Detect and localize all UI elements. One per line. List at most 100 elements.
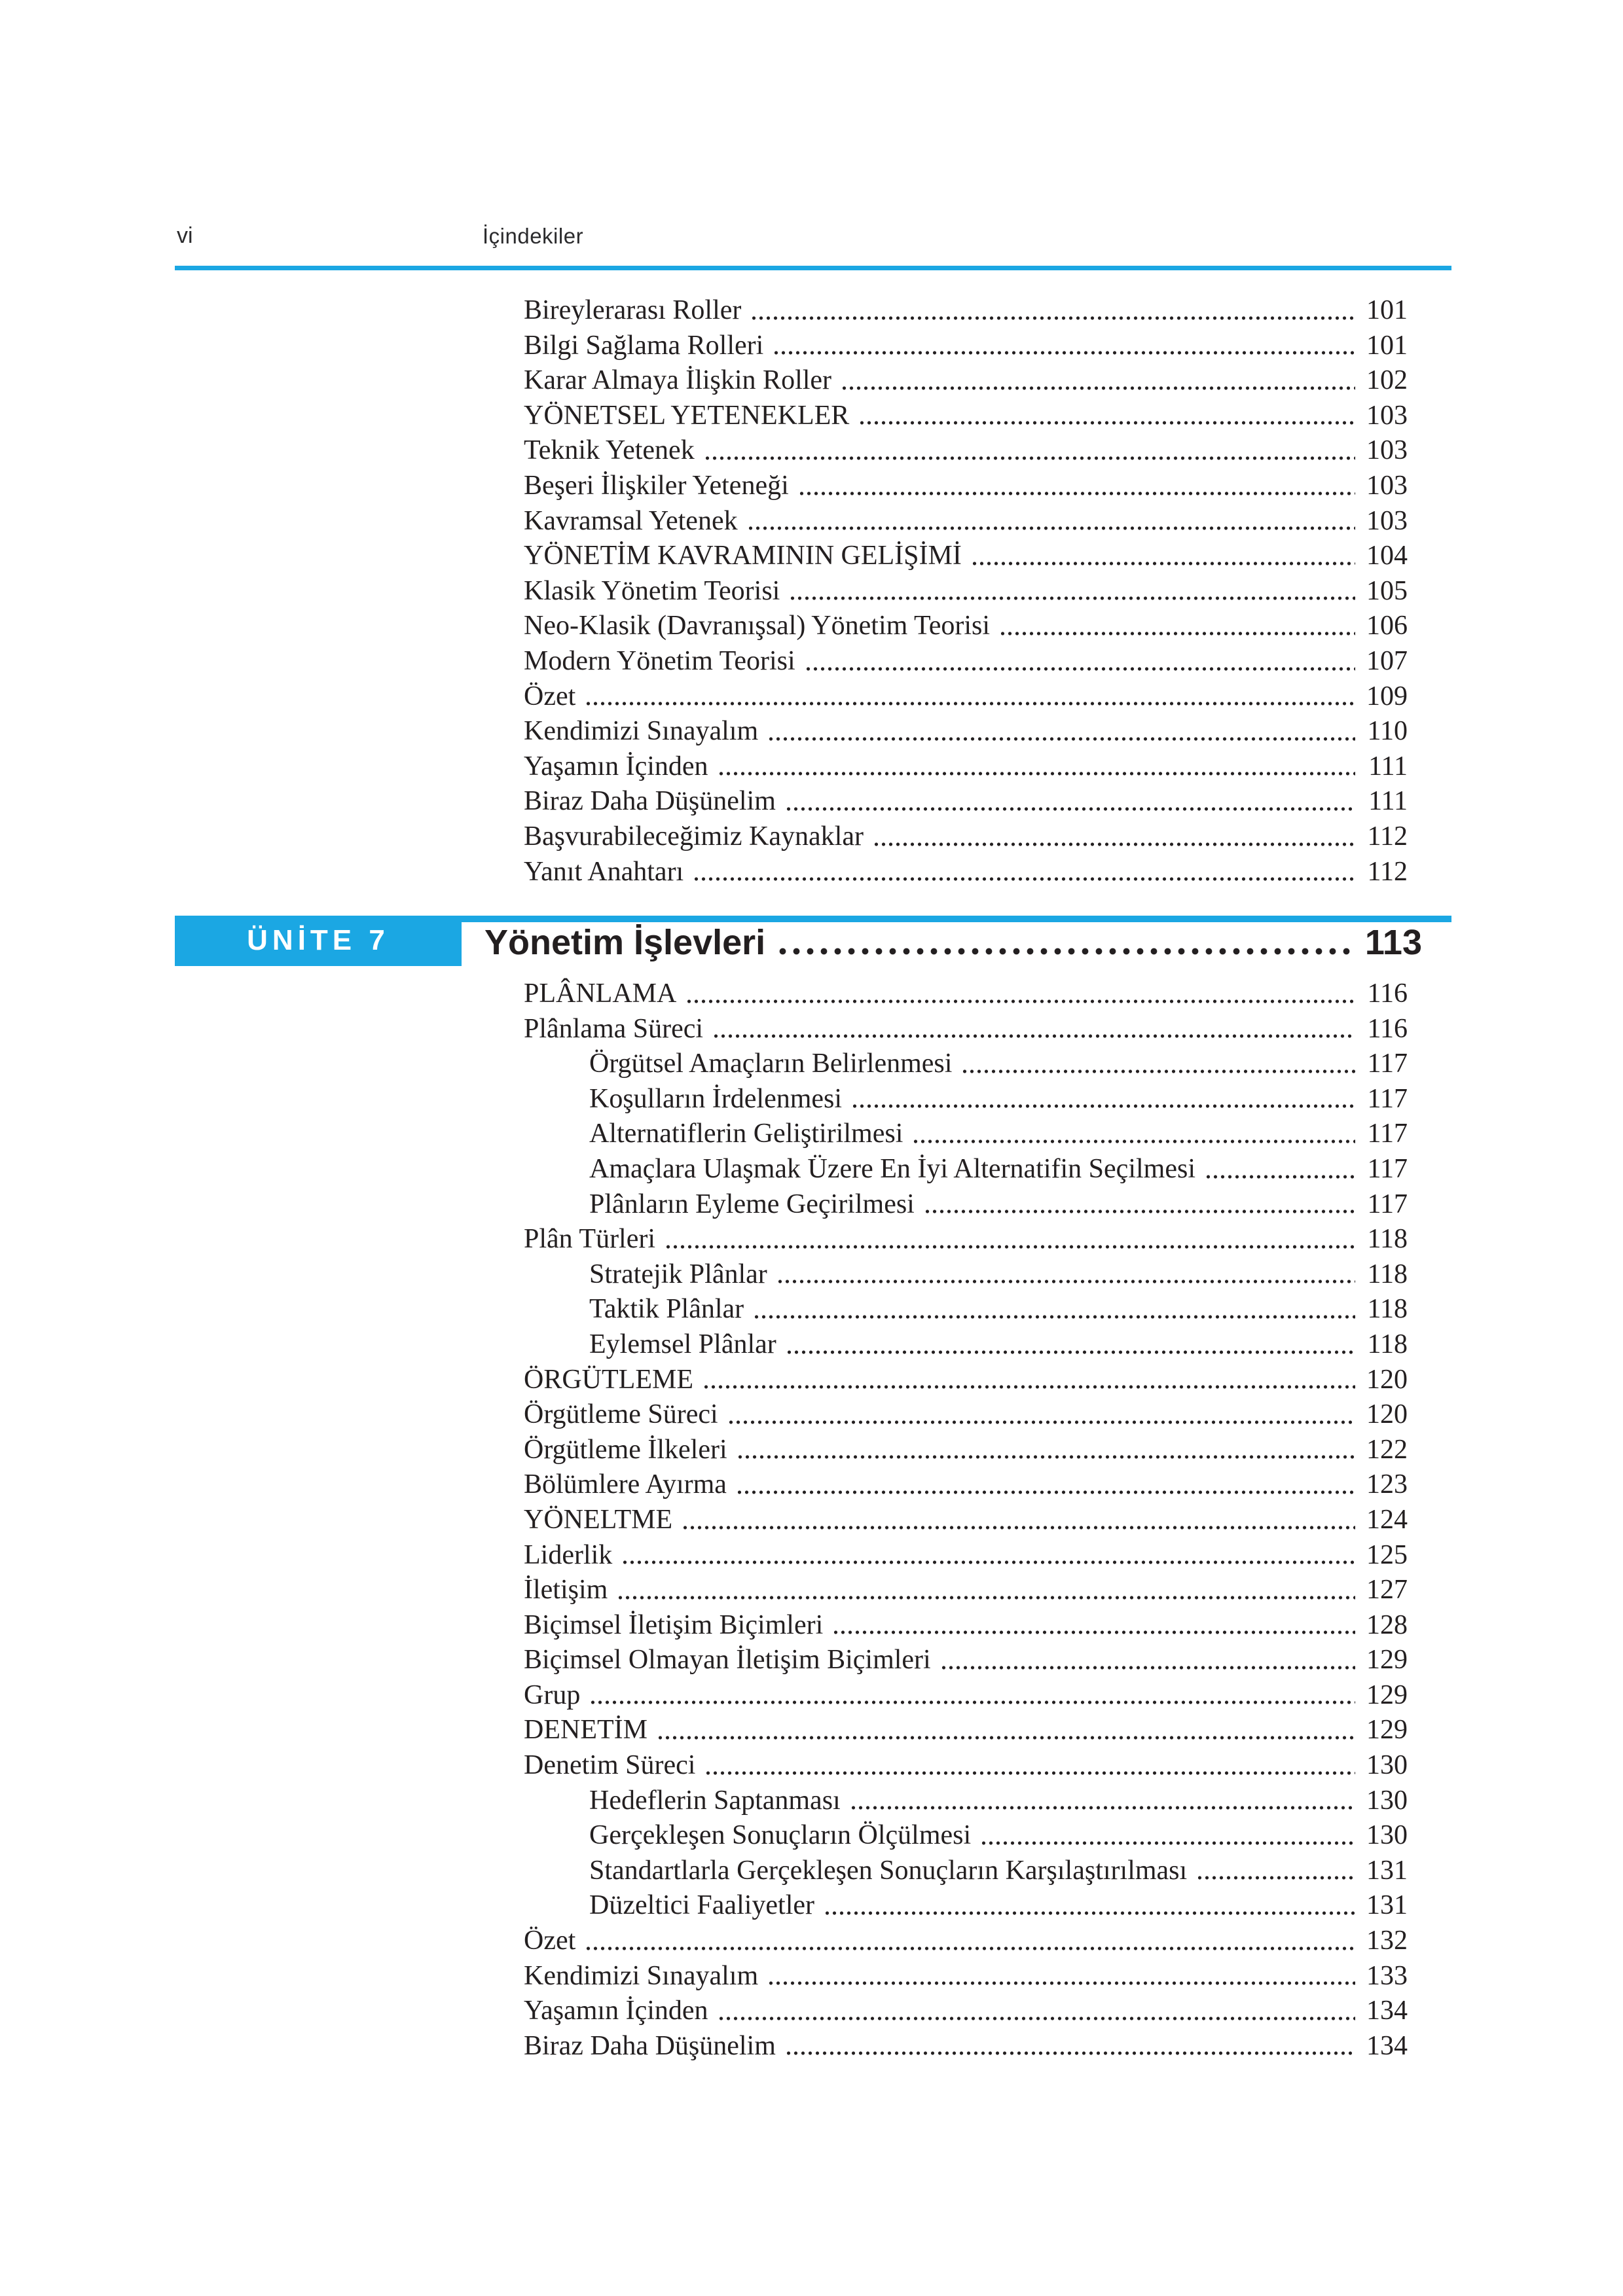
toc-entry-label: Taktik Plânlar bbox=[589, 1294, 744, 1325]
unit-rule bbox=[175, 916, 1451, 922]
toc-entry-label: Eylemsel Plânlar bbox=[589, 1329, 776, 1359]
toc-entry-label: Neo-Klasik (Davranışsal) Yönetim Teorisi bbox=[524, 611, 991, 641]
toc-entry: Eylemsel Plânlar 118 bbox=[524, 1327, 1408, 1363]
dot-leader bbox=[999, 631, 1355, 636]
dot-leader bbox=[797, 491, 1355, 495]
toc-entry: Plân Türleri 118 bbox=[524, 1222, 1408, 1257]
toc-entry-page: 107 bbox=[1366, 645, 1408, 676]
dot-leader bbox=[789, 596, 1355, 601]
toc-entry-page: 111 bbox=[1368, 786, 1408, 817]
toc-entry-page: 130 bbox=[1366, 1750, 1408, 1781]
toc-entry-page: 109 bbox=[1366, 681, 1408, 711]
dot-leader bbox=[1196, 1876, 1355, 1880]
toc-entry: Amaçlara Ulaşmak Üzere En İyi Alternatif… bbox=[524, 1152, 1408, 1187]
dot-leader bbox=[682, 1525, 1355, 1530]
toc-entry-page: 103 bbox=[1366, 400, 1408, 431]
toc-entry-label: PLÂNLAMA bbox=[524, 978, 677, 1009]
dot-leader bbox=[712, 1034, 1355, 1039]
dot-leader bbox=[776, 1280, 1355, 1284]
dot-leader bbox=[970, 561, 1355, 565]
toc-entry: Bireylerarası Roller 101 bbox=[524, 293, 1408, 329]
toc-entry-label: Gerçekleşen Sonuçların Ölçülmesi bbox=[589, 1820, 972, 1851]
toc-entry-label: YÖNETİM KAVRAMININ GELİŞİMİ bbox=[524, 541, 962, 571]
toc-entry: Neo-Klasik (Davranışsal) Yönetim Teorisi… bbox=[524, 609, 1408, 644]
header-rule bbox=[175, 266, 1451, 270]
toc-entry-page: 116 bbox=[1367, 978, 1408, 1009]
toc-entry: Örgütsel Amaçların Belirlenmesi 117 bbox=[524, 1047, 1408, 1082]
toc-entry-label: Hedeflerin Saptanması bbox=[589, 1785, 841, 1816]
dot-leader bbox=[746, 526, 1355, 531]
toc-entry-page: 130 bbox=[1366, 1820, 1408, 1851]
toc-entry: Taktik Plânlar 118 bbox=[524, 1292, 1408, 1327]
toc-entry: Denetim Süreci 130 bbox=[524, 1748, 1408, 1784]
toc-entry: Grup 129 bbox=[524, 1678, 1408, 1713]
toc-entry: Kendimizi Sınayalım 133 bbox=[524, 1959, 1408, 1994]
toc-entry-page: 120 bbox=[1366, 1364, 1408, 1395]
unit-title: Yönetim İşlevleri bbox=[484, 923, 766, 962]
toc-entry-page: 101 bbox=[1366, 330, 1408, 361]
toc-entry-label: Biçimsel İletişim Biçimleri bbox=[524, 1609, 824, 1640]
dot-leader bbox=[693, 877, 1355, 882]
toc-list-continuation: Bireylerarası Roller 101 Bilgi Sağlama Rol… bbox=[524, 293, 1408, 889]
toc-entry-label: Düzeltici Faaliyetler bbox=[589, 1890, 815, 1921]
toc-entry-label: Yaşamın İçinden bbox=[524, 1996, 708, 2026]
dot-leader bbox=[804, 666, 1355, 671]
toc-entry: Örgütleme Süreci 120 bbox=[524, 1397, 1408, 1433]
dot-leader bbox=[717, 772, 1355, 776]
dot-leader bbox=[753, 1314, 1355, 1319]
toc-entry-label: DENETİM bbox=[524, 1715, 647, 1746]
toc-entry-page: 103 bbox=[1366, 470, 1408, 501]
toc-entry: DENETİM 129 bbox=[524, 1713, 1408, 1748]
toc-entry-page: 117 bbox=[1367, 1083, 1408, 1114]
toc-entry-page: 118 bbox=[1367, 1259, 1408, 1289]
toc-entry: Beşeri İlişkiler Yeteneği 103 bbox=[524, 469, 1408, 504]
toc-entry-label: YÖNETSEL YETENEKLER bbox=[524, 400, 850, 431]
toc-entry: Plânlama Süreci 116 bbox=[524, 1012, 1408, 1047]
toc-entry-label: Standartlarla Gerçekleşen Sonuçların Kar… bbox=[589, 1855, 1188, 1886]
toc-entry: Yaşamın İçinden 111 bbox=[524, 749, 1408, 785]
toc-entry-label: Koşulların İrdelenmesi bbox=[589, 1083, 843, 1114]
toc-entry: Klasik Yönetim Teorisi 105 bbox=[524, 574, 1408, 609]
toc-entry-page: 129 bbox=[1366, 1645, 1408, 1676]
toc-entry: Düzeltici Faaliyetler 131 bbox=[524, 1888, 1408, 1924]
toc-entry: Biçimsel İletişim Biçimleri 128 bbox=[524, 1608, 1408, 1643]
toc-entry-label: Amaçlara Ulaşmak Üzere En İyi Alternatif… bbox=[589, 1153, 1195, 1184]
toc-entry: Örgütleme İlkeleri 122 bbox=[524, 1433, 1408, 1468]
toc-entry-page: 129 bbox=[1366, 1679, 1408, 1710]
dot-leader bbox=[767, 1981, 1355, 1986]
dot-leader bbox=[851, 1104, 1355, 1109]
dot-leader bbox=[980, 1840, 1355, 1845]
dot-leader bbox=[784, 2051, 1355, 2056]
toc-entry: Yanıt Anahtarı 112 bbox=[524, 855, 1408, 890]
toc-entry-page: 117 bbox=[1367, 1119, 1408, 1149]
toc-entry-label: YÖNELTME bbox=[524, 1504, 673, 1535]
toc-entry-label: Stratejik Plânlar bbox=[589, 1259, 767, 1289]
dot-leader bbox=[617, 1595, 1355, 1600]
toc-entry: Özet 109 bbox=[524, 679, 1408, 715]
toc-entry-page: 134 bbox=[1366, 1996, 1408, 2026]
unit-title-row: Yönetim İşlevleri 113 bbox=[484, 920, 1422, 965]
toc-entry-label: Plânların Eyleme Geçirilmesi bbox=[589, 1189, 915, 1219]
toc-entry-page: 124 bbox=[1366, 1504, 1408, 1535]
toc-entry-label: Yanıt Anahtarı bbox=[524, 856, 684, 887]
toc-entry-page: 129 bbox=[1366, 1715, 1408, 1746]
toc-entry-page: 118 bbox=[1367, 1224, 1408, 1255]
toc-entry: Kavramsal Yetenek 103 bbox=[524, 504, 1408, 539]
dot-leader bbox=[704, 1770, 1355, 1775]
toc-entry: Biraz Daha Düşünelim 134 bbox=[524, 2029, 1408, 2064]
toc-entry-label: Alternatiflerin Geliştirilmesi bbox=[589, 1119, 903, 1149]
toc-entry-label: İletişim bbox=[524, 1575, 608, 1605]
toc-entry: Hedeflerin Saptanması 130 bbox=[524, 1784, 1408, 1819]
toc-entry-page: 105 bbox=[1366, 575, 1408, 606]
toc-entry: Modern Yönetim Teorisi 107 bbox=[524, 644, 1408, 679]
toc-entry: Kendimizi Sınayalım 110 bbox=[524, 714, 1408, 749]
dot-leader bbox=[735, 1490, 1355, 1494]
dot-leader bbox=[841, 386, 1355, 390]
toc-entry-page: 128 bbox=[1366, 1609, 1408, 1640]
toc-entry: Teknik Yetenek 103 bbox=[524, 433, 1408, 469]
toc-entry-page: 104 bbox=[1366, 541, 1408, 571]
toc-entry-label: Plânlama Süreci bbox=[524, 1013, 704, 1044]
toc-entry-label: Modern Yönetim Teorisi bbox=[524, 645, 795, 676]
toc-entry-page: 106 bbox=[1366, 611, 1408, 641]
dot-leader bbox=[832, 1630, 1355, 1635]
